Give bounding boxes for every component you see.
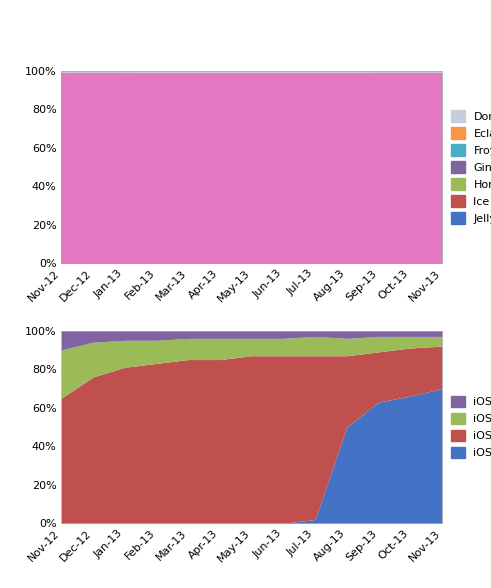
Legend: iOS 4, iOS 5, iOS 6, iOS 7: iOS 4, iOS 5, iOS 6, iOS 7 <box>451 396 491 458</box>
Legend: Donut, Eclair, Froyo, Gingerbread, Honeycomb, Ice Cream Sandwich, Jellybean: Donut, Eclair, Froyo, Gingerbread, Honey… <box>451 110 491 223</box>
